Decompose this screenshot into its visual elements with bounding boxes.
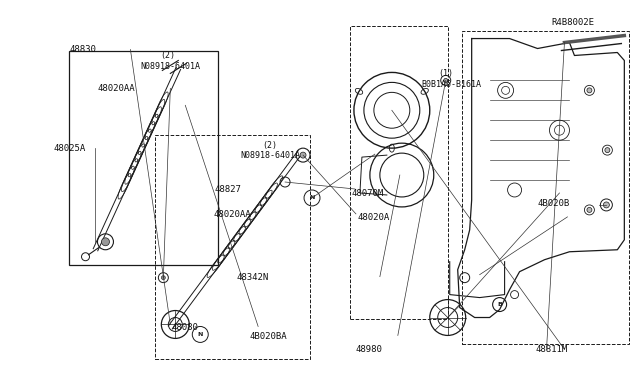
Text: N08918-6401A: N08918-6401A — [140, 62, 200, 71]
Text: 48020AA: 48020AA — [98, 84, 136, 93]
Circle shape — [300, 152, 306, 158]
Text: 48025A: 48025A — [53, 144, 85, 153]
Text: N08918-6401A: N08918-6401A — [240, 151, 300, 160]
Circle shape — [444, 78, 448, 82]
Text: 48020AA: 48020AA — [214, 211, 252, 219]
Circle shape — [605, 148, 610, 153]
Text: N: N — [198, 332, 203, 337]
Circle shape — [587, 208, 592, 212]
Text: 48070M: 48070M — [352, 189, 384, 198]
Circle shape — [161, 276, 165, 280]
Text: (1): (1) — [438, 69, 453, 78]
Text: N: N — [309, 195, 315, 201]
Circle shape — [102, 238, 109, 246]
Text: 48811M: 48811M — [536, 344, 568, 353]
Bar — [350, 26, 448, 320]
Bar — [68, 51, 218, 265]
Text: 48342N: 48342N — [237, 273, 269, 282]
Bar — [461, 31, 629, 344]
Text: (2): (2) — [161, 51, 175, 60]
Text: B: B — [497, 302, 502, 307]
Text: (2): (2) — [262, 141, 278, 150]
Text: B0B1A6-B161A: B0B1A6-B161A — [421, 80, 481, 89]
Circle shape — [604, 202, 609, 208]
Text: 48980: 48980 — [355, 344, 382, 353]
Text: R4B8002E: R4B8002E — [551, 19, 594, 28]
Text: 4B020BA: 4B020BA — [250, 331, 287, 341]
Text: 4B020B: 4B020B — [537, 199, 570, 208]
Text: 48827: 48827 — [214, 185, 241, 194]
Text: 48830: 48830 — [70, 45, 97, 54]
Text: 48020A: 48020A — [357, 213, 389, 222]
Circle shape — [587, 88, 592, 93]
Text: 48080: 48080 — [172, 323, 198, 332]
Bar — [156, 135, 310, 359]
